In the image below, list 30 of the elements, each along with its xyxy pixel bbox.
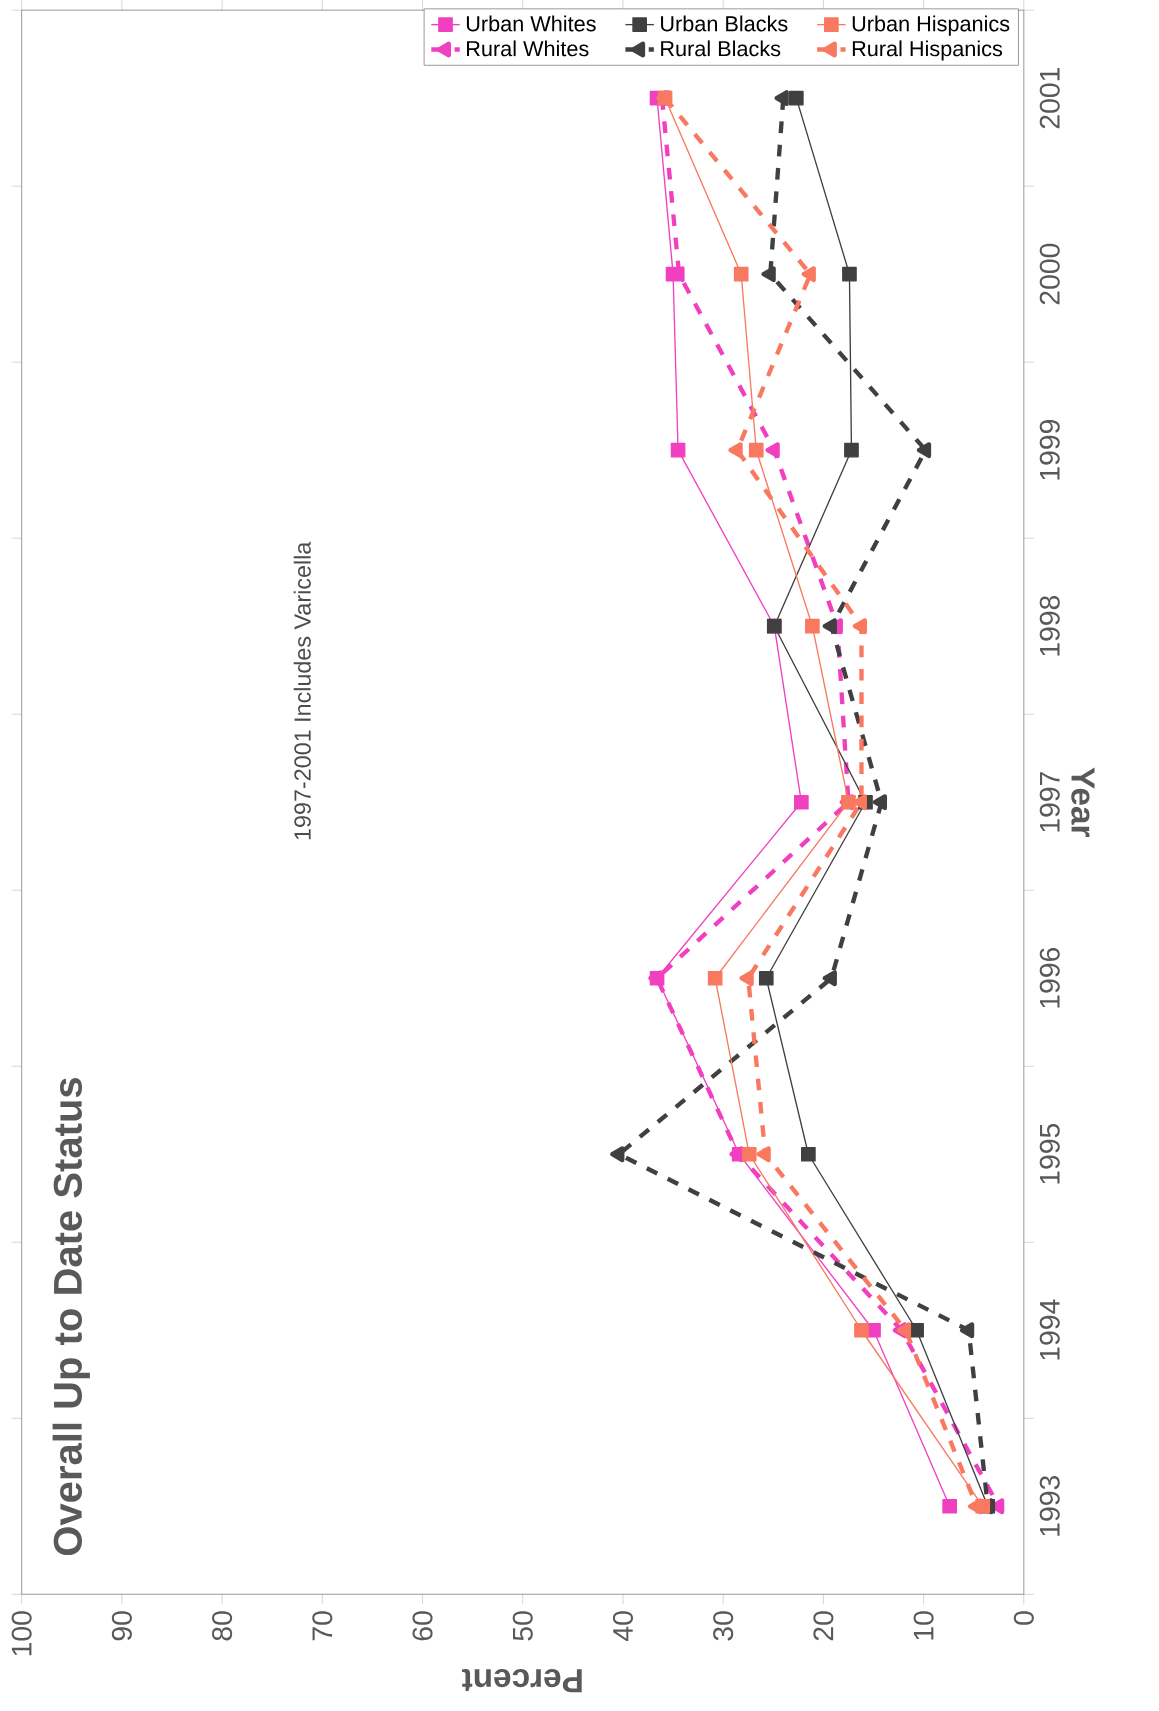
y-tick-label: 2000 (1039, 243, 1060, 305)
x-tick-label: 20 (813, 1611, 834, 1641)
x-tick-label: 60 (412, 1611, 433, 1641)
y-tick-label: 2001 (1039, 68, 1060, 129)
x-axis-title: Percent (462, 1668, 582, 1693)
annotation: 1997-2001 Includes Varicella (293, 541, 311, 840)
legend-label: Urban Blacks (661, 15, 788, 32)
y-tick-label: 1994 (1039, 1299, 1060, 1360)
x-tick-label: 10 (913, 1611, 934, 1640)
x-tick-label: 0 (1013, 1611, 1034, 1625)
x-tick-label: 100 (11, 1611, 32, 1656)
y-tick-label: 1995 (1039, 1123, 1060, 1184)
x-tick-label: 50 (512, 1611, 533, 1641)
x-tick-label: 80 (212, 1611, 233, 1641)
y-tick-label: 1998 (1039, 595, 1060, 656)
text: Overall Up to Date Status (52, 1078, 90, 1556)
legend-label: Urban Whites (466, 15, 596, 32)
y-tick-label: 1997 (1039, 772, 1060, 832)
legend-label: Urban Hispanics (852, 15, 1010, 36)
y-axis-title: Year (1071, 767, 1095, 837)
legend-label: Rural Blacks (661, 40, 781, 57)
x-tick-label: 30 (713, 1611, 734, 1641)
x-tick-label: 90 (111, 1611, 132, 1641)
x-tick-label: 70 (312, 1611, 333, 1641)
y-tick-label: 1996 (1039, 947, 1060, 1008)
y-tick-label: 1993 (1039, 1476, 1060, 1536)
x-tick-label: 40 (612, 1611, 634, 1642)
legend-label: Rural Hispanics (852, 40, 1003, 61)
legend-label: Rural Whites (467, 40, 589, 57)
y-tick-label: 1999 (1039, 420, 1060, 480)
